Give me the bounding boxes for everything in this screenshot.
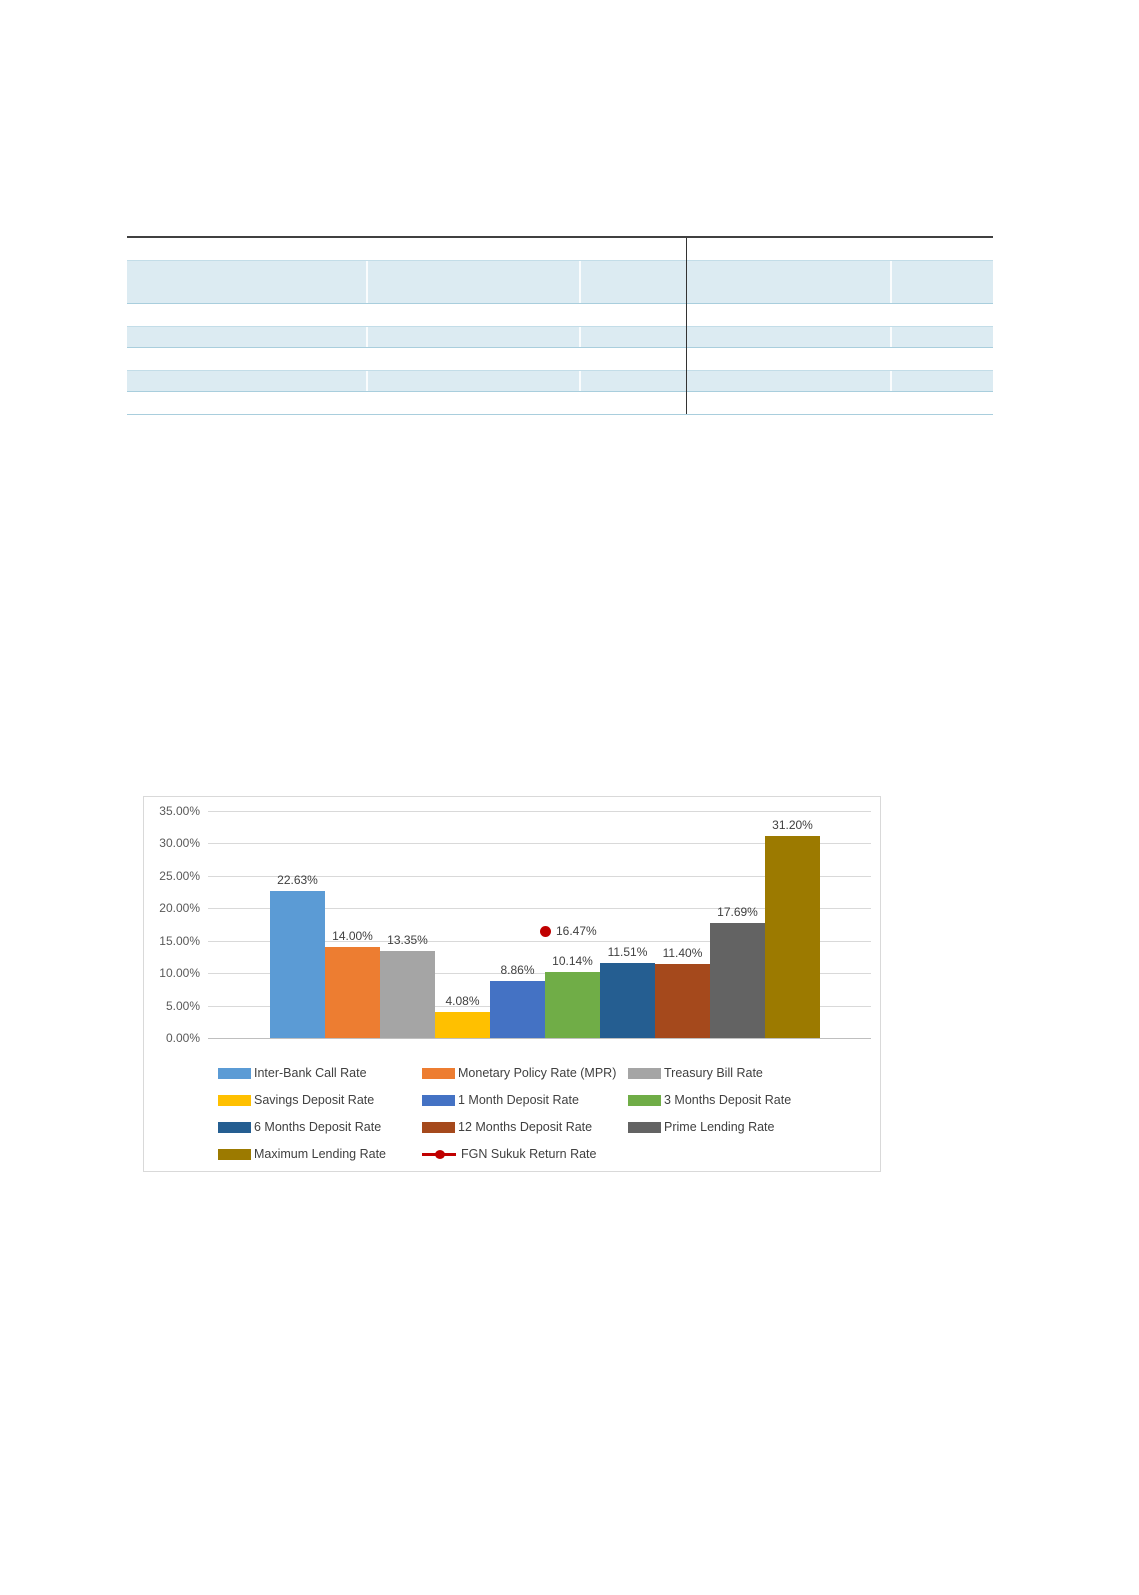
legend-label-maximum-lending-rate: Maximum Lending Rate bbox=[254, 1147, 387, 1161]
legend-swatch-prime-lending-rate bbox=[628, 1121, 661, 1133]
legend-label-fgn-sukuk-return-rate: FGN Sukuk Return Rate bbox=[461, 1147, 597, 1161]
legend-swatch-inter-bank-call-rate bbox=[218, 1067, 251, 1079]
bar-prime-lending-rate bbox=[710, 923, 765, 1038]
data-label-6-months-deposit-rate: 11.51% bbox=[607, 945, 648, 960]
legend-item-maximum-lending-rate: Maximum Lending Rate bbox=[218, 1146, 386, 1162]
legend-label-prime-lending-rate: Prime Lending Rate bbox=[664, 1120, 775, 1134]
legend-swatch-3-months-deposit-rate bbox=[628, 1094, 661, 1106]
legend-swatch-savings-deposit-rate bbox=[218, 1094, 251, 1106]
legend-swatch-treasury-bill-rate bbox=[628, 1067, 661, 1079]
table-row-striped bbox=[127, 370, 993, 392]
data-label-savings-deposit-rate: 4.08% bbox=[445, 993, 480, 1008]
bar-3-months-deposit-rate bbox=[545, 972, 600, 1038]
data-label-monetary-policy-rate-mpr: 14.00% bbox=[332, 929, 373, 944]
data-label-3-months-deposit-rate: 10.14% bbox=[552, 954, 593, 969]
gridline bbox=[208, 973, 871, 975]
gridline bbox=[208, 843, 871, 845]
table-column-divider bbox=[890, 327, 892, 347]
legend-label-inter-bank-call-rate: Inter-Bank Call Rate bbox=[254, 1066, 367, 1080]
data-label-12-months-deposit-rate: 11.40% bbox=[662, 946, 703, 961]
legend-swatch-monetary-policy-rate-mpr bbox=[422, 1067, 455, 1079]
point-fgn-sukuk-return-rate bbox=[539, 925, 551, 937]
data-label-1-month-deposit-rate: 8.86% bbox=[500, 962, 535, 977]
bar-inter-bank-call-rate bbox=[270, 891, 325, 1038]
legend-item-1-month-deposit-rate: 1 Month Deposit Rate bbox=[422, 1092, 579, 1108]
legend-marker-dot bbox=[435, 1149, 445, 1159]
legend-item-savings-deposit-rate: Savings Deposit Rate bbox=[218, 1092, 374, 1108]
legend-label-monetary-policy-rate-mpr: Monetary Policy Rate (MPR) bbox=[458, 1066, 617, 1080]
bar-maximum-lending-rate bbox=[765, 835, 820, 1038]
gridline bbox=[208, 811, 871, 812]
bar-1-month-deposit-rate bbox=[490, 980, 545, 1038]
legend-item-6-months-deposit-rate: 6 Months Deposit Rate bbox=[218, 1119, 381, 1135]
table-column-divider bbox=[579, 261, 581, 303]
table-column-divider bbox=[366, 261, 368, 303]
table-column-divider bbox=[890, 371, 892, 391]
legend-swatch-12-months-deposit-rate bbox=[422, 1121, 455, 1133]
legend-swatch-1-month-deposit-rate bbox=[422, 1094, 455, 1106]
data-label-prime-lending-rate: 17.69% bbox=[717, 905, 758, 920]
rates-table bbox=[127, 236, 993, 415]
table-row-striped bbox=[127, 326, 993, 348]
bar-6-months-deposit-rate bbox=[600, 963, 655, 1038]
table-column-divider bbox=[366, 327, 368, 347]
legend-label-12-months-deposit-rate: 12 Months Deposit Rate bbox=[458, 1120, 593, 1134]
y-axis-tick-label: 0.00% bbox=[165, 1031, 200, 1045]
legend-label-treasury-bill-rate: Treasury Bill Rate bbox=[664, 1066, 763, 1080]
legend-item-monetary-policy-rate-mpr: Monetary Policy Rate (MPR) bbox=[422, 1065, 616, 1081]
table-row bbox=[127, 238, 993, 260]
y-axis-tick-label: 5.00% bbox=[165, 998, 200, 1013]
table-column-divider bbox=[579, 327, 581, 347]
table-vertical-divider bbox=[686, 238, 687, 414]
table-row bbox=[127, 348, 993, 370]
data-label-inter-bank-call-rate: 22.63% bbox=[277, 873, 318, 888]
y-axis-tick-label: 20.00% bbox=[159, 901, 200, 916]
y-axis-tick-label: 30.00% bbox=[159, 836, 200, 851]
legend-item-prime-lending-rate: Prime Lending Rate bbox=[628, 1119, 774, 1135]
table-row bbox=[127, 392, 993, 414]
data-label-maximum-lending-rate: 31.20% bbox=[772, 817, 813, 832]
gridline bbox=[208, 940, 871, 942]
legend-item-inter-bank-call-rate: Inter-Bank Call Rate bbox=[218, 1065, 367, 1081]
legend-label-savings-deposit-rate: Savings Deposit Rate bbox=[254, 1093, 375, 1107]
bar-monetary-policy-rate-mpr bbox=[325, 947, 380, 1038]
legend-label-6-months-deposit-rate: 6 Months Deposit Rate bbox=[254, 1120, 382, 1134]
legend-item-12-months-deposit-rate: 12 Months Deposit Rate bbox=[422, 1119, 592, 1135]
y-axis-tick-label: 10.00% bbox=[159, 966, 200, 981]
x-axis-line bbox=[208, 1038, 871, 1039]
legend-label-3-months-deposit-rate: 3 Months Deposit Rate bbox=[664, 1093, 792, 1107]
legend-swatch-6-months-deposit-rate bbox=[218, 1121, 251, 1133]
legend-item-fgn-sukuk-return-rate: FGN Sukuk Return Rate bbox=[422, 1146, 596, 1162]
legend-item-treasury-bill-rate: Treasury Bill Rate bbox=[628, 1065, 763, 1081]
gridline bbox=[208, 908, 871, 910]
table-row-striped bbox=[127, 260, 993, 304]
legend-item-3-months-deposit-rate: 3 Months Deposit Rate bbox=[628, 1092, 791, 1108]
interest-rates-chart: 0.00% 5.00% 10.00% 15.00% 20.00% 25.00% 30.00%… bbox=[143, 796, 881, 1172]
gridline bbox=[208, 875, 871, 877]
legend-label-1-month-deposit-rate: 1 Month Deposit Rate bbox=[458, 1093, 579, 1107]
table-column-divider bbox=[579, 371, 581, 391]
y-axis-tick-label: 35.00% bbox=[159, 804, 200, 818]
data-label-fgn-sukuk-return-rate: 16.47% bbox=[556, 924, 597, 939]
table-column-divider bbox=[890, 261, 892, 303]
bar-treasury-bill-rate bbox=[380, 951, 435, 1038]
bar-12-months-deposit-rate bbox=[655, 964, 710, 1038]
y-axis-tick-label: 25.00% bbox=[159, 868, 200, 883]
y-axis-tick-label: 15.00% bbox=[159, 933, 200, 948]
legend-swatch-maximum-lending-rate bbox=[218, 1148, 251, 1160]
data-label-treasury-bill-rate: 13.35% bbox=[387, 933, 428, 948]
legend-line-marker-fgn-sukuk-return-rate bbox=[422, 1149, 458, 1160]
table-column-divider bbox=[366, 371, 368, 391]
table-row bbox=[127, 304, 993, 326]
bar-savings-deposit-rate bbox=[435, 1011, 490, 1038]
